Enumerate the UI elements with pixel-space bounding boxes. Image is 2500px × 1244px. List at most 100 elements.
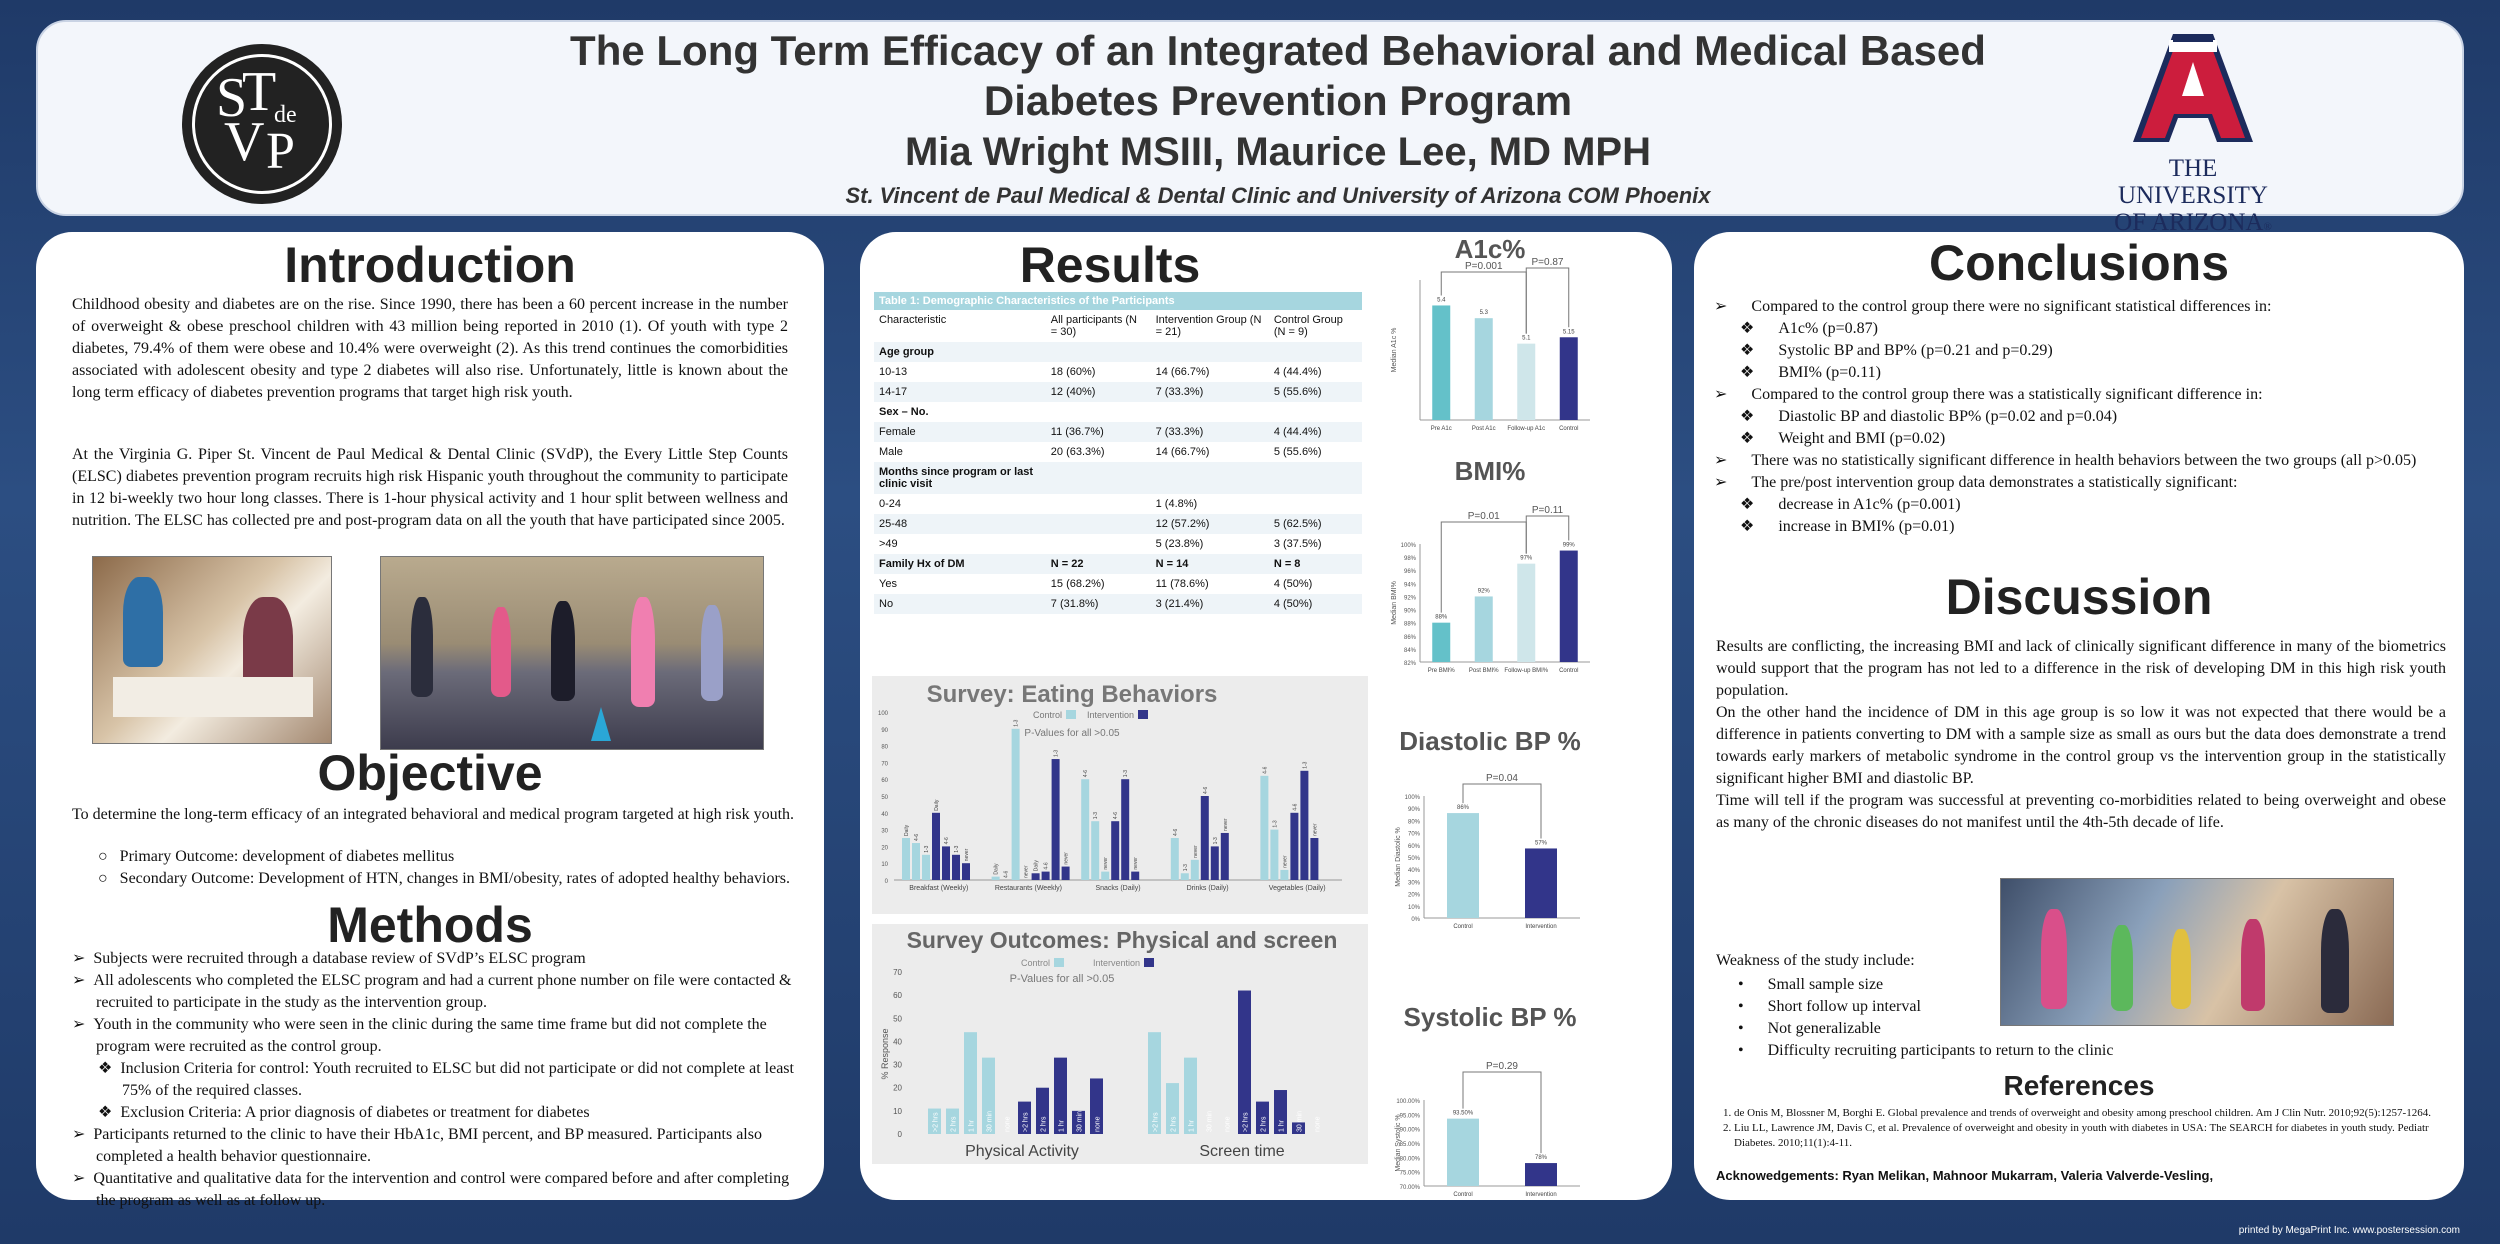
bar [1031,873,1040,880]
bar [1166,1083,1179,1134]
physical-screen-svg: Survey Outcomes: Physical and screen Cont… [880,927,1337,1160]
table-row: Male 20 (63.3%) 14 (66.7%) 5 (55.6%) [874,442,1362,462]
table-cell: Sex – No. [879,406,929,418]
x-tick-label: Control [1559,426,1578,432]
bar [991,876,1000,880]
arizona-a-icon [2133,34,2253,142]
y-tick-label: 30 [881,829,888,835]
y-tick-label: 50 [881,795,888,801]
data-label: 5.1 [1522,336,1531,342]
table-cell: 4 (50%) [1273,578,1313,590]
bar [1274,1090,1287,1134]
table-cell [1046,534,1151,554]
bar-label: 1 hr [969,1119,976,1132]
x-tick-label: Pre A1c [1431,426,1452,432]
bar [1072,1110,1085,1134]
bar [962,863,970,880]
bar-label: none [1005,1116,1012,1132]
y-tick-label: 20% [1408,893,1421,899]
right-panel: Conclusions ➢ Compared to the control gr… [1694,232,2464,1200]
discussion-paragraph-2: On the other hand the incidence of DM in… [1716,704,2446,787]
p-value-bracket [1525,267,1570,334]
bar-label: 1-3 [1272,820,1278,827]
y-tick-label: 50 [893,1014,902,1023]
table-row: 0-24 1 (4.8%) [874,494,1362,514]
data-label: 92% [1478,588,1491,594]
bar-label: 1 hr [1059,1119,1066,1132]
y-tick-label: 80 [881,745,888,751]
y-tick-label: 85.00% [1400,1142,1421,1148]
y-tick-label: 100% [1401,543,1417,549]
p-value-bracket [1525,515,1570,554]
bar-label: 1-3 [1183,864,1189,871]
p-value-bracket [1462,1071,1542,1154]
bar [1131,871,1140,880]
conclusion-item: ❖ A1c% (p=0.87) [1740,320,1879,337]
table-cell [1150,462,1269,494]
table-header-cell: Intervention Group (N = 21) [1155,314,1262,338]
bar-label: 4-6 [1113,812,1119,819]
bar [922,854,930,880]
table-cell: Age group [874,342,1046,362]
acknowledgements: Acknowedgements: Ryan Melikan, Mahnoor M… [1716,1168,2214,1183]
bar-label: 1-3 [924,845,930,852]
bar-label: never [1133,857,1139,870]
svdp-logo: S T V de P [182,44,342,204]
legend-swatch [1144,958,1154,967]
list-item: ➢ Participants returned to the clinic to… [72,1126,762,1165]
university-of-arizona-logo: THE UNIVERSITY OF ARIZONA® [2108,32,2278,241]
chart-title: BMI% [1455,462,1526,486]
bar-label: never [1193,845,1199,858]
table-header-cell: Characteristic [879,314,947,326]
y-tick-label: 0% [1411,917,1420,923]
reference-item: de Onis M, Blossner M, Borghi E. Global … [1734,1106,2434,1121]
p-value-label: P=0.11 [1532,505,1564,516]
list-item: ❖ Inclusion Criteria for control: Youth … [98,1060,794,1099]
y-tick-label: 95.00% [1400,1113,1421,1119]
bar [1517,563,1536,662]
list-item: • Short follow up interval [1738,998,1921,1015]
y-axis-label: % Response [880,1028,890,1079]
table-cell: 14-17 [874,382,1046,402]
bar-label: 30 min [987,1111,994,1132]
bar [1238,990,1251,1134]
bar-label: never [1312,823,1318,836]
y-tick-label: 40 [881,812,888,818]
bar-label: 4-6 [1173,829,1179,836]
bmi-chart: BMI% 100% 98% 96% 94% 92% 90% 88% 86% 84% 82% Media… [1391,462,1590,674]
weakness-heading: Weakness of the study include: [1716,952,1915,969]
table-cell: 4 (50%) [1268,594,1362,614]
objective-outcomes-list: ○ Primary Outcome: development of diabet… [98,846,798,890]
bar [1041,871,1050,880]
bar-label: none [1315,1116,1322,1132]
bar [902,838,910,880]
table-cell: 7 (33.3%) [1150,422,1269,442]
x-tick-label: Post BMI% [1469,668,1499,674]
poster-header: S T V de P The Long Term Efficacy of an … [36,20,2464,236]
y-tick-label: 75.00% [1400,1171,1421,1177]
bar-label: 2 hrs [1261,1116,1268,1132]
bar-label: 1-3 [1014,719,1020,726]
data-label: 5.3 [1480,310,1489,316]
bar-label: 4-6 [1262,766,1268,773]
discussion-text: Results are conflicting, the increasing … [1716,636,2446,834]
y-tick-label: 90% [1408,807,1421,813]
y-tick-label: 10 [893,1107,902,1116]
bar [1525,848,1557,918]
data-label: 57% [1535,840,1548,846]
photo-classroom [92,556,332,744]
poster-title: The Long Term Efficacy of an Integrated … [570,27,1986,74]
physical-screen-chart: Survey Outcomes: Physical and screen Cont… [872,924,1368,1164]
bar-label: 1-3 [1054,750,1060,757]
table-row: Age group [874,342,1362,362]
y-tick-label: 80.00% [1400,1156,1421,1162]
bar [1447,1118,1479,1186]
center-panel: Results Table 1: Demographic Characteris… [860,232,1672,1200]
bar-label: 2 hrs [1041,1116,1048,1132]
x-tick-label: Vegetables (Daily) [1269,885,1326,892]
p-value-label: P=0.87 [1532,257,1564,268]
bar [1260,775,1269,880]
y-tick-label: 98% [1404,556,1417,562]
y-tick-label: 100.00% [1396,1099,1420,1105]
bar [1081,779,1090,880]
